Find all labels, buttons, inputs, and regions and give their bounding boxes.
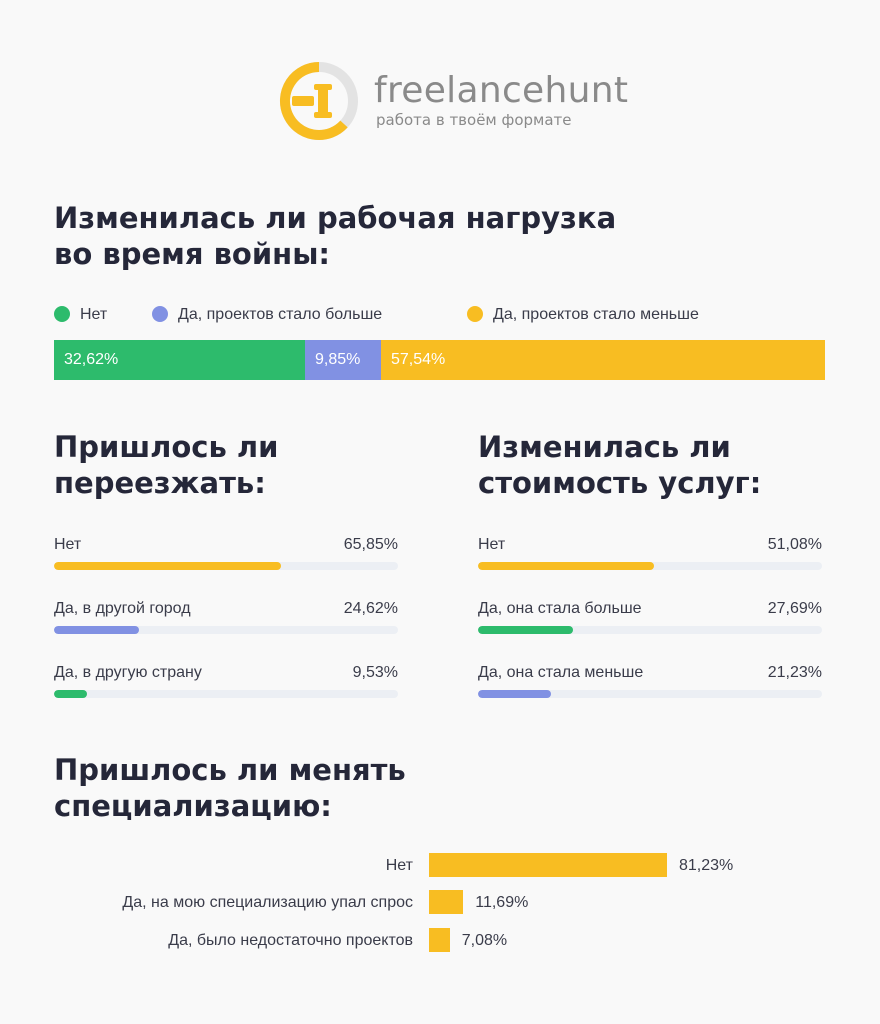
cost-value: 21,23% bbox=[767, 664, 822, 681]
cost-value: 51,08% bbox=[767, 536, 822, 553]
cost-track bbox=[478, 690, 822, 698]
legend-label: Нет bbox=[80, 306, 108, 323]
specialization-label: Да, было недостаточно проектов bbox=[168, 932, 413, 949]
cost-fill bbox=[478, 562, 654, 570]
cost-fill bbox=[478, 626, 574, 634]
brand-logo: freelancehunt работа в твоём формате bbox=[278, 60, 628, 144]
cost-track bbox=[478, 562, 822, 570]
legend-dot-green bbox=[54, 306, 70, 322]
specialization-title: Пришлось ли менять специализацию: bbox=[54, 753, 406, 823]
relocation-row: Нет 65,85% bbox=[54, 536, 398, 576]
relocation-value: 24,62% bbox=[343, 600, 398, 617]
cost-track bbox=[478, 626, 822, 634]
specialization-bar bbox=[429, 890, 464, 914]
cost-row: Нет 51,08% bbox=[478, 536, 822, 576]
stack-segment-2: 57,54% bbox=[381, 340, 825, 380]
cost-label: Нет bbox=[478, 536, 506, 553]
legend-item-less: Да, проектов стало меньше bbox=[467, 306, 699, 324]
specialization-value: 11,69% bbox=[475, 894, 529, 911]
specialization-label: Да, на мою специализацию упал спрос bbox=[122, 894, 413, 911]
relocation-row: Да, в другой город 24,62% bbox=[54, 600, 398, 640]
stack-segment-label: 32,62% bbox=[64, 351, 119, 368]
relocation-track bbox=[54, 690, 398, 698]
relocation-label: Да, в другой город bbox=[54, 600, 191, 617]
specialization-bar bbox=[429, 853, 667, 877]
cost-row: Да, она стала меньше 21,23% bbox=[478, 664, 822, 704]
stack-segment-label: 57,54% bbox=[391, 351, 446, 368]
cost-title: Изменилась ли стоимость услуг: bbox=[478, 430, 762, 500]
cost-fill bbox=[478, 690, 552, 698]
specialization-row: Да, на мою специализацию упал спрос 11,69… bbox=[0, 890, 880, 916]
legend-dot-blue bbox=[152, 306, 168, 322]
workload-stacked-bar: 32,62% 9,85% 57,54% bbox=[54, 340, 825, 380]
specialization-row: Да, было недостаточно проектов 7,08% bbox=[0, 928, 880, 954]
relocation-row: Да, в другую страну 9,53% bbox=[54, 664, 398, 704]
legend-label: Да, проектов стало меньше bbox=[493, 306, 699, 323]
legend-label: Да, проектов стало больше bbox=[178, 306, 383, 323]
stack-segment-label: 9,85% bbox=[315, 351, 361, 368]
relocation-label: Нет bbox=[54, 536, 82, 553]
brand-tagline: работа в твоём формате bbox=[376, 111, 572, 129]
legend-item-more: Да, проектов стало больше bbox=[152, 306, 382, 324]
stack-segment-1: 9,85% bbox=[305, 340, 381, 380]
freelancehunt-logo-icon bbox=[279, 62, 358, 140]
specialization-value: 7,08% bbox=[461, 932, 508, 949]
legend-dot-yellow bbox=[467, 306, 483, 322]
workload-title: Изменилась ли рабочая нагрузка во время … bbox=[54, 201, 617, 271]
specialization-label: Нет bbox=[385, 857, 413, 874]
specialization-value: 81,23% bbox=[679, 857, 734, 874]
legend-item-no: Нет bbox=[54, 306, 107, 324]
relocation-fill bbox=[54, 562, 281, 570]
relocation-track bbox=[54, 626, 398, 634]
specialization-bar bbox=[429, 928, 450, 952]
specialization-row: Нет 81,23% bbox=[0, 853, 880, 879]
cost-row: Да, она стала больше 27,69% bbox=[478, 600, 822, 640]
cost-label: Да, она стала меньше bbox=[478, 664, 644, 681]
relocation-value: 65,85% bbox=[343, 536, 398, 553]
relocation-title: Пришлось ли переезжать: bbox=[54, 430, 279, 500]
relocation-label: Да, в другую страну bbox=[54, 664, 202, 681]
stack-segment-0: 32,62% bbox=[54, 340, 305, 380]
relocation-fill bbox=[54, 690, 87, 698]
cost-value: 27,69% bbox=[767, 600, 822, 617]
cost-label: Да, она стала больше bbox=[478, 600, 642, 617]
relocation-fill bbox=[54, 626, 139, 634]
relocation-value: 9,53% bbox=[352, 664, 398, 681]
relocation-track bbox=[54, 562, 398, 570]
brand-name: freelancehunt bbox=[374, 70, 629, 111]
